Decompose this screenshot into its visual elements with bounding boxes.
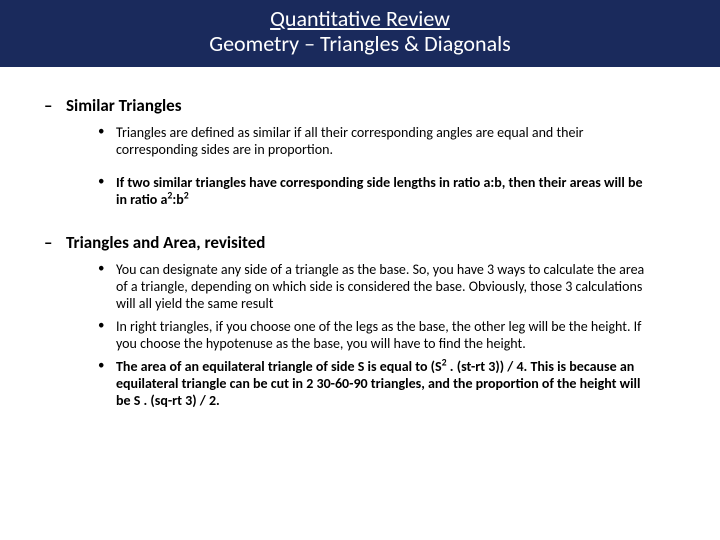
section-heading: – Triangles and Area, revisited xyxy=(44,232,676,253)
bullet-marker: • xyxy=(98,174,116,208)
bullet-marker: • xyxy=(98,358,116,409)
section-triangles-area: – Triangles and Area, revisited • You ca… xyxy=(44,232,676,410)
dash-marker: – xyxy=(44,232,66,253)
slide-header: Quantitative Review Geometry – Triangles… xyxy=(0,0,720,67)
heading-text: Triangles and Area, revisited xyxy=(66,232,265,253)
bullet-list: • Triangles are defined as similar if al… xyxy=(44,124,676,208)
bullet-text: You can designate any side of a triangle… xyxy=(116,261,676,312)
bullet-item: • Triangles are defined as similar if al… xyxy=(98,124,676,158)
bullet-text: The area of an equilateral triangle of s… xyxy=(116,358,676,409)
heading-text: Similar Triangles xyxy=(66,95,182,116)
section-similar-triangles: – Similar Triangles • Triangles are defi… xyxy=(44,95,676,208)
bullet-item: • In right triangles, if you choose one … xyxy=(98,318,676,352)
bullet-item: • If two similar triangles have correspo… xyxy=(98,174,676,208)
bullet-text: Triangles are defined as similar if all … xyxy=(116,124,676,158)
bullet-marker: • xyxy=(98,261,116,312)
slide-content: – Similar Triangles • Triangles are defi… xyxy=(0,67,720,454)
header-subtitle: Geometry – Triangles & Diagonals xyxy=(0,31,720,56)
bullet-marker: • xyxy=(98,124,116,158)
dash-marker: – xyxy=(44,95,66,116)
bullet-text: In right triangles, if you choose one of… xyxy=(116,318,676,352)
header-title: Quantitative Review xyxy=(0,6,720,31)
bullet-list: • You can designate any side of a triang… xyxy=(44,261,676,410)
bullet-item: • You can designate any side of a triang… xyxy=(98,261,676,312)
section-heading: – Similar Triangles xyxy=(44,95,676,116)
bullet-text: If two similar triangles have correspond… xyxy=(116,174,676,208)
bullet-marker: • xyxy=(98,318,116,352)
bullet-item: • The area of an equilateral triangle of… xyxy=(98,358,676,409)
